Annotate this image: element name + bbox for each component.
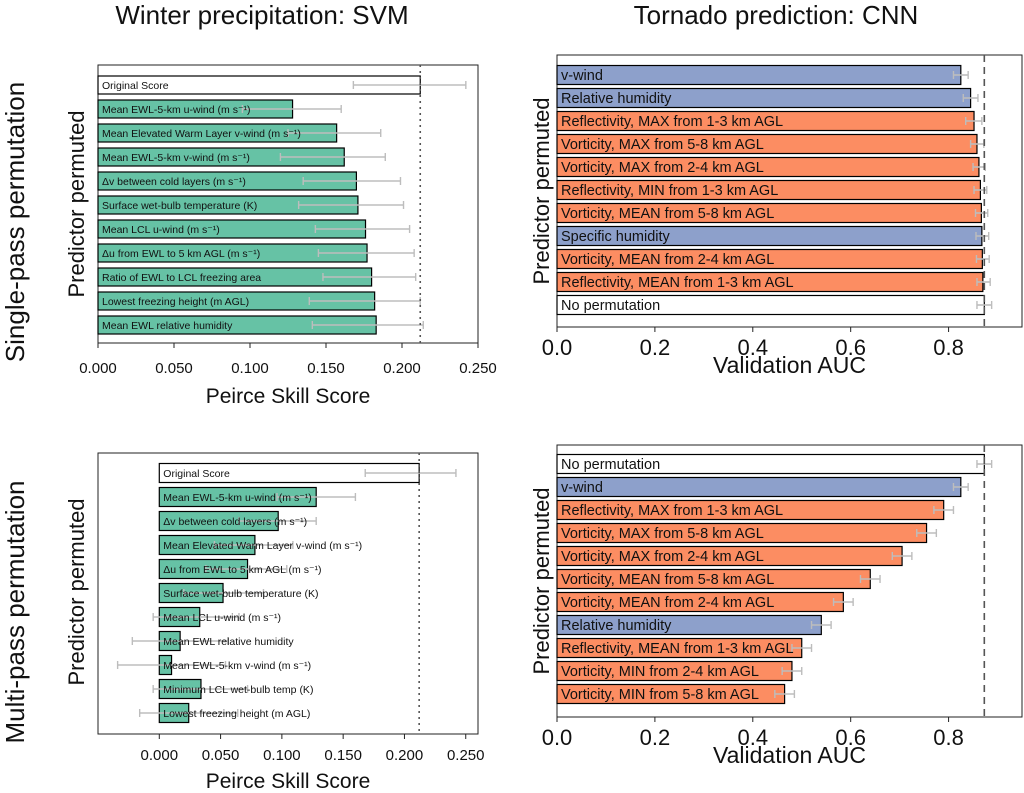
bar-label: Mean EWL-5-km v-wind (m s⁻¹) xyxy=(163,660,311,672)
bar-label: Relative humidity xyxy=(561,91,672,107)
y-axis-label: Predictor permuted xyxy=(64,498,89,685)
row-title-multi-pass: Multi-pass permutation xyxy=(0,481,30,744)
bar-label: Vorticity, MEAN from 2-4 km AGL xyxy=(561,595,774,611)
bar-label: Relative humidity xyxy=(561,618,672,634)
bar-label: Vorticity, MIN from 2-4 km AGL xyxy=(561,664,759,680)
bar-label: Δv between cold layers (m s⁻¹) xyxy=(102,176,246,188)
x-tick-label: 0.8 xyxy=(933,335,964,360)
panel-svm-multi-pass: Original Score Mean EWL-5-km u-wind (m s⁻… xyxy=(64,452,485,793)
bar-label: Reflectivity, MAX from 1-3 km AGL xyxy=(561,114,783,130)
bar-label: Mean Elevated Warm Layer v-wind (m s⁻¹) xyxy=(163,540,362,552)
x-tick-label: 0.000 xyxy=(141,747,179,764)
bar-label: Mean LCL u-wind (m s⁻¹) xyxy=(163,612,281,624)
y-axis-label: Predictor permuted xyxy=(529,97,554,284)
bar-label: Mean LCL u-wind (m s⁻¹) xyxy=(102,224,220,236)
bar-label: Specific humidity xyxy=(561,229,671,245)
y-axis-label: Predictor permuted xyxy=(64,110,89,297)
bar-label: Mean Elevated Warm Layer v-wind (m s⁻¹) xyxy=(102,128,301,140)
bar-label: Δu from EWL to 5 km AGL (m s⁻¹) xyxy=(102,248,260,260)
x-axis-label: Validation AUC xyxy=(713,352,866,378)
bar-label: Lowest freezing height (m AGL) xyxy=(163,708,310,720)
importance-bar xyxy=(556,64,962,86)
plot-frame xyxy=(97,452,479,735)
x-tick-label: 0.100 xyxy=(263,747,301,764)
bar-label: Ratio of EWL to LCL freezing area xyxy=(102,272,261,284)
x-tick-label: 0.100 xyxy=(231,360,269,377)
x-tick-label: 0.4 xyxy=(737,725,768,750)
x-tick-label: 0.050 xyxy=(202,747,240,764)
bar-label: Reflectivity, MEAN from 1-3 km AGL xyxy=(561,641,794,657)
bar-label: Mean EWL relative humidity xyxy=(163,636,294,648)
bar-label: Reflectivity, MEAN from 1-3 km AGL xyxy=(561,275,794,291)
bar-label: v-wind xyxy=(561,480,603,496)
x-tick-label: 0.250 xyxy=(459,360,497,377)
x-tick-label: 0.0 xyxy=(542,725,573,750)
bar-label: Lowest freezing height (m AGL) xyxy=(102,296,249,308)
x-tick-label: 0.200 xyxy=(383,360,421,377)
x-tick-label: 0.250 xyxy=(447,747,485,764)
x-tick-label: 0.000 xyxy=(79,360,117,377)
bar-label: Reflectivity, MIN from 1-3 km AGL xyxy=(561,183,778,199)
column-title-cnn: Tornado prediction: CNN xyxy=(634,0,919,30)
bar-label: Original Score xyxy=(163,468,230,480)
column-title-svm: Winter precipitation: SVM xyxy=(115,0,408,30)
panel-cnn-single-pass: v-wind Relative humidity Reflectivity, MAX… xyxy=(529,54,1023,378)
bar-label: Reflectivity, MAX from 1-3 km AGL xyxy=(561,503,783,519)
bar-label: Vorticity, MIN from 5-8 km AGL xyxy=(561,687,759,703)
bar-label: Minimum LCL wet-bulb temp (K) xyxy=(163,684,313,696)
bar-label: Δv between cold layers (m s⁻¹) xyxy=(163,516,307,528)
x-axis-label: Peirce Skill Score xyxy=(206,385,371,408)
bar-label: Mean EWL-5-km v-wind (m s⁻¹) xyxy=(102,152,250,164)
bar-label: Δu from EWL to 5 km AGL (m s⁻¹) xyxy=(163,564,321,576)
bar-label: Vorticity, MEAN from 5-8 km AGL xyxy=(561,572,774,588)
x-tick-label: 0.6 xyxy=(835,725,866,750)
y-axis-label: Predictor permuted xyxy=(529,487,554,674)
x-tick-label: 0.2 xyxy=(640,335,671,360)
bar-label: Mean EWL-5-km u-wind (m s⁻¹) xyxy=(163,492,311,504)
bar-label: Vorticity, MAX from 2-4 km AGL xyxy=(561,549,764,565)
x-tick-label: 0.150 xyxy=(324,747,362,764)
row-title-single-pass: Single-pass permutation xyxy=(0,82,30,362)
x-tick-label: 0.150 xyxy=(307,360,345,377)
x-tick-label: 0.200 xyxy=(386,747,424,764)
panel-svm-single-pass: Original Score Mean EWL-5-km u-wind (m s⁻… xyxy=(64,64,497,408)
x-tick-label: 0.6 xyxy=(835,335,866,360)
panel-cnn-multi-pass: No permutation v-wind Reflectivity, MAX fr… xyxy=(529,444,1023,768)
bar-label: No permutation xyxy=(561,457,660,473)
x-tick-label: 0.050 xyxy=(155,360,193,377)
bar-label: Vorticity, MEAN from 2-4 km AGL xyxy=(561,252,774,268)
bar-label: Mean EWL relative humidity xyxy=(102,320,233,332)
bar-label: No permutation xyxy=(561,298,660,314)
x-axis-label: Validation AUC xyxy=(713,742,866,768)
x-axis-label: Peirce Skill Score xyxy=(206,770,371,793)
bar-label: Surface wet-bulb temperature (K) xyxy=(163,588,318,600)
bar-label: Mean EWL-5-km u-wind (m s⁻¹) xyxy=(102,104,250,116)
x-tick-label: 0.2 xyxy=(640,725,671,750)
bar-label: Vorticity, MAX from 5-8 km AGL xyxy=(561,526,764,542)
importance-bar xyxy=(556,476,962,498)
bar-label: Original Score xyxy=(102,80,169,92)
x-tick-label: 0.0 xyxy=(542,335,573,360)
bar-label: Vorticity, MEAN from 5-8 km AGL xyxy=(561,206,774,222)
bar-label: Vorticity, MAX from 2-4 km AGL xyxy=(561,160,764,176)
x-tick-label: 0.8 xyxy=(933,725,964,750)
bar-label: Surface wet-bulb temperature (K) xyxy=(102,200,257,212)
bar-label: Vorticity, MAX from 5-8 km AGL xyxy=(561,137,764,153)
bar-label: v-wind xyxy=(561,68,603,84)
x-tick-label: 0.4 xyxy=(737,335,768,360)
